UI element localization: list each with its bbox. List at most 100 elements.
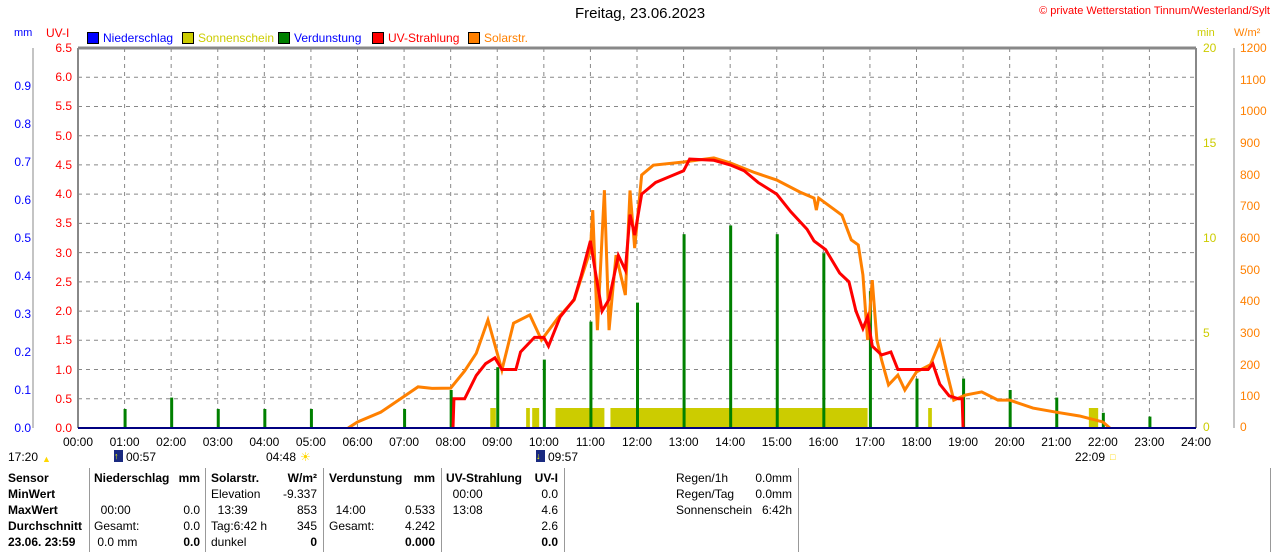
evaporation-bar bbox=[636, 302, 639, 428]
chart-title: Freitag, 23.06.2023 bbox=[574, 5, 706, 22]
wm2-tick-label: 1000 bbox=[1240, 104, 1267, 119]
sunshine-block bbox=[928, 408, 932, 428]
row-label: Sensor bbox=[8, 471, 49, 485]
mm-tick-label: 0.9 bbox=[14, 79, 31, 93]
wm2-tick-label: 200 bbox=[1240, 357, 1261, 372]
evaporation-bar bbox=[1101, 412, 1105, 428]
evaporation-bar bbox=[170, 397, 174, 428]
x-tick-label: 01:00 bbox=[109, 435, 140, 449]
moonrise-time: 00:57 bbox=[126, 450, 157, 464]
legend-item: UV-Strahlung bbox=[372, 31, 459, 45]
evaporation-bar bbox=[682, 234, 686, 428]
row-label: MaxWert bbox=[8, 503, 58, 517]
solar-column: Solarstr. W/m² Elevation -9.337 13:39 853 T… bbox=[211, 471, 317, 549]
niederschlag-column: Niederschlag mm 00:00 0.0 Gesamt: 0.0 0.0 m… bbox=[94, 471, 200, 549]
uv-tick-label: 0.5 bbox=[55, 391, 72, 406]
x-tick-label: 11:00 bbox=[575, 435, 605, 449]
evaporation-bar bbox=[403, 409, 407, 428]
x-tick-label: 19:00 bbox=[948, 435, 979, 449]
row-label: Durchschnitt bbox=[8, 519, 83, 533]
x-tick-label: 05:00 bbox=[295, 435, 326, 449]
sunset-icon: □ bbox=[1110, 452, 1116, 462]
x-tick-label: 00:00 bbox=[62, 435, 94, 449]
uv-tick-label: 3.5 bbox=[55, 216, 72, 231]
wm2-tick-label: 1200 bbox=[1240, 41, 1267, 55]
x-tick-label: 23:00 bbox=[1134, 435, 1165, 449]
x-tick-label: 09:00 bbox=[482, 435, 513, 449]
min-axis-label: min bbox=[1197, 27, 1215, 39]
legend-item: Niederschlag bbox=[87, 31, 173, 45]
legend-item: Verdunstung bbox=[278, 31, 361, 45]
min-tick-label: 15 bbox=[1203, 136, 1217, 150]
x-tick-label: 02:00 bbox=[156, 435, 187, 449]
mm-tick-label: 0.4 bbox=[14, 269, 31, 283]
event-left-time: 17:20 bbox=[8, 450, 39, 464]
mm-tick-label: 0.3 bbox=[14, 307, 31, 321]
uv-tick-label: 6.5 bbox=[55, 41, 72, 55]
mm-tick-label: 0.8 bbox=[14, 117, 31, 131]
wm2-tick-label: 1100 bbox=[1240, 72, 1266, 87]
legend-label: UV-Strahlung bbox=[388, 31, 460, 45]
wm2-axis-label: W/m² bbox=[1234, 27, 1261, 39]
wm2-tick-label: 0 bbox=[1240, 420, 1247, 434]
x-tick-label: 07:00 bbox=[389, 435, 420, 449]
uv-tick-label: 4.0 bbox=[55, 187, 72, 202]
x-tick-label: 04:00 bbox=[249, 435, 280, 449]
moonrise-icon: ↑ bbox=[114, 450, 123, 462]
evaporation-bar bbox=[542, 359, 546, 428]
sunshine-block bbox=[555, 408, 605, 428]
sunshine-block bbox=[610, 408, 868, 428]
wm2-tick-label: 700 bbox=[1240, 199, 1261, 214]
x-tick-label: 15:00 bbox=[761, 435, 792, 449]
wm2-tick-label: 300 bbox=[1240, 326, 1261, 340]
sunset-time: 22:09 bbox=[1075, 450, 1106, 464]
evaporation-bar bbox=[496, 367, 500, 428]
uv-axis-label: UV-I bbox=[46, 26, 70, 40]
x-tick-label: 13:00 bbox=[668, 435, 699, 449]
legend-swatch bbox=[87, 32, 99, 44]
wm2-tick-label: 600 bbox=[1240, 231, 1261, 245]
mm-tick-label: 0.2 bbox=[14, 345, 31, 359]
x-tick-label: 08:00 bbox=[435, 435, 466, 449]
x-tick-label: 21:00 bbox=[1041, 435, 1072, 449]
x-tick-label: 10:00 bbox=[528, 435, 559, 449]
min-tick-label: 20 bbox=[1203, 41, 1217, 55]
evaporation-bar bbox=[1148, 416, 1152, 428]
x-tick-label: 20:00 bbox=[994, 435, 1025, 449]
evaporation-bar bbox=[263, 409, 267, 428]
uv-line bbox=[451, 157, 965, 429]
sensor-column: Sensor MinWert MaxWert Durchschnitt 23.0… bbox=[8, 470, 88, 550]
x-tick-label: 17:00 bbox=[854, 435, 885, 449]
evaporation-bar bbox=[915, 378, 919, 428]
legend-label: Sonnenschein bbox=[198, 31, 275, 45]
evaporation-bar bbox=[1008, 390, 1012, 428]
min-tick-label: 10 bbox=[1203, 231, 1217, 245]
sunshine-block bbox=[1088, 408, 1099, 428]
uv-tick-label: 1.0 bbox=[55, 362, 72, 377]
mm-tick-label: 0.0 bbox=[14, 421, 31, 435]
x-tick-label: 16:00 bbox=[808, 435, 839, 449]
uv-column: UV-Strahlung UV-I 00:00 0.0 13:08 4.6 2.6 0… bbox=[446, 471, 558, 549]
legend-item: Sonnenschein bbox=[182, 31, 274, 45]
evaporation-bar bbox=[775, 234, 779, 428]
rain-sun-summary: Regen/1h 0.0mm Regen/Tag 0.0mm Sonnenschei… bbox=[676, 471, 792, 517]
sunshine-block bbox=[490, 408, 496, 428]
sun-icon: ▲ bbox=[42, 454, 51, 464]
copyright: © private Wetterstation Tinnum/Westerlan… bbox=[1039, 5, 1270, 17]
evaporation-bar bbox=[729, 225, 733, 428]
moonset-time: 09:57 bbox=[548, 450, 579, 464]
row-label: MinWert bbox=[8, 487, 56, 501]
mm-tick-label: 0.5 bbox=[14, 231, 31, 245]
uv-tick-label: 0.0 bbox=[55, 421, 72, 435]
wm2-tick-label: 800 bbox=[1240, 167, 1261, 182]
legend-label: Niederschlag bbox=[103, 31, 174, 45]
wm2-tick-label: 500 bbox=[1240, 262, 1261, 277]
moonset-icon: ↓ bbox=[536, 450, 545, 462]
mm-tick-label: 0.6 bbox=[14, 193, 31, 207]
row-label: 23.06. 23:59 bbox=[8, 535, 76, 549]
uv-tick-label: 2.0 bbox=[55, 304, 72, 319]
uv-tick-label: 5.0 bbox=[55, 128, 72, 143]
x-tick-label: 24:00 bbox=[1180, 435, 1212, 449]
